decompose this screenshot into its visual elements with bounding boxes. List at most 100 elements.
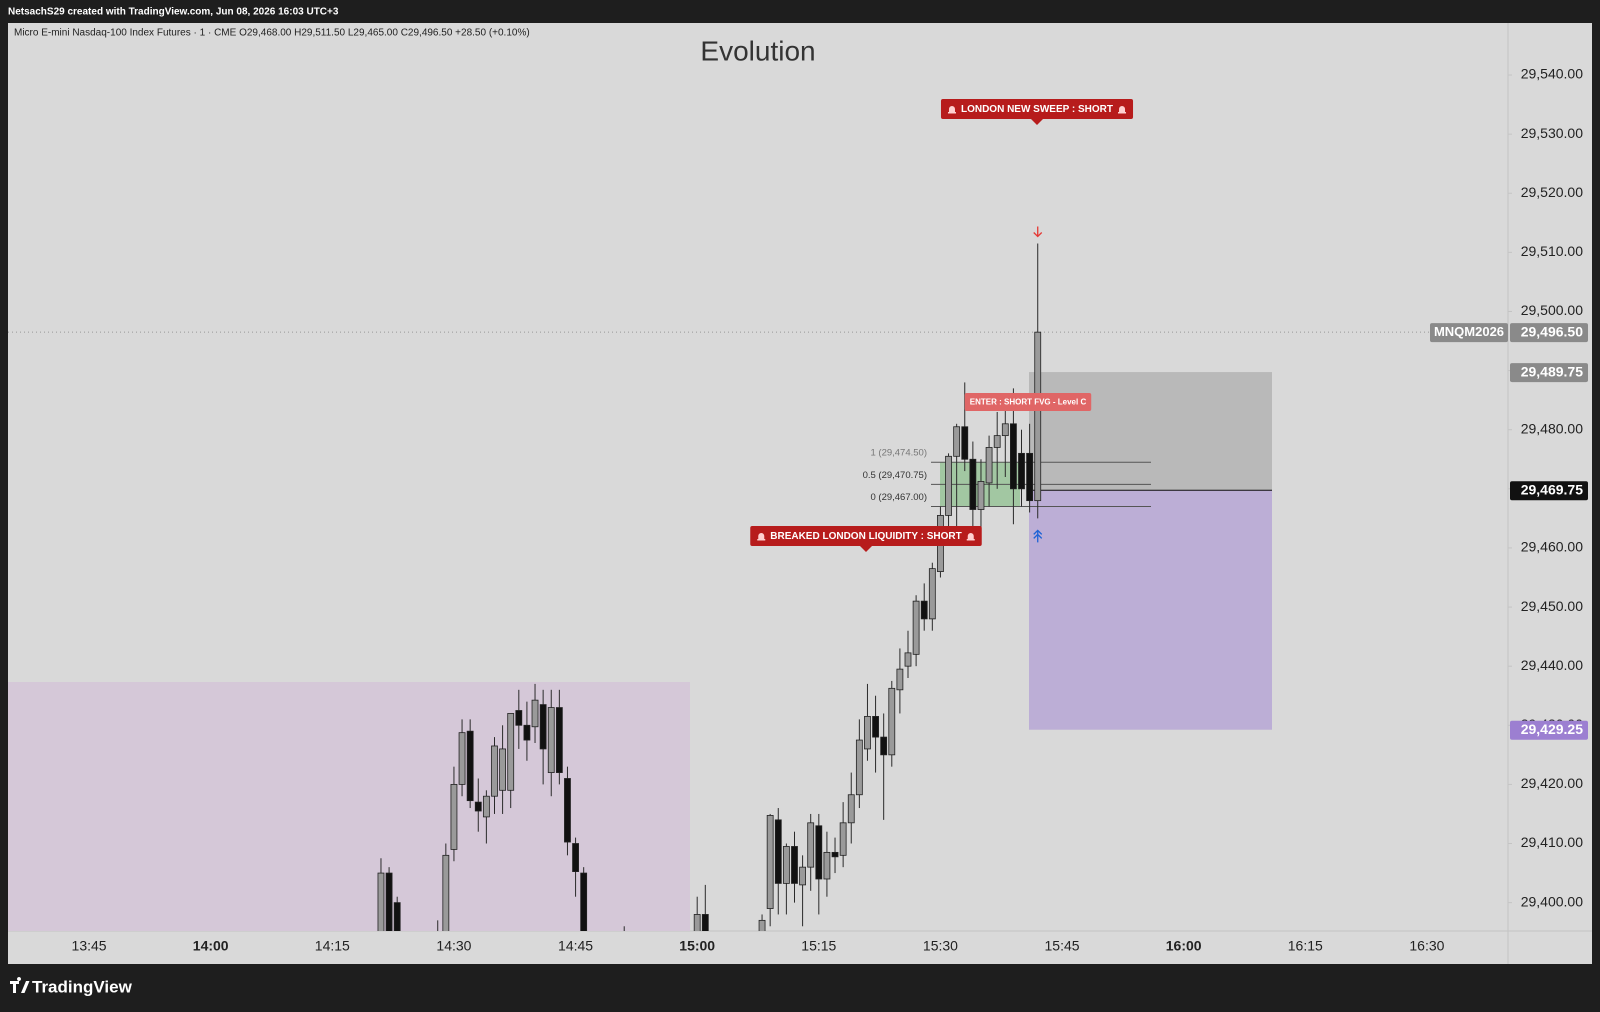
signal-label: ENTER : SHORT FVG - Level C <box>964 393 1092 411</box>
signal-label-text: BREAKED LONDON LIQUIDITY : SHORT <box>770 531 961 542</box>
y-tick-label: 29,540.00 <box>1521 66 1583 82</box>
candle-body <box>466 730 474 802</box>
candle-body <box>847 794 855 824</box>
candle-body <box>774 819 782 884</box>
signal-label-box <box>940 99 1134 119</box>
candle-body <box>491 745 498 797</box>
candle-body <box>823 851 831 880</box>
candle-body <box>758 919 766 931</box>
x-tick-label: 16:15 <box>1288 938 1323 954</box>
alarm-icon <box>1118 106 1127 114</box>
chart-title: Evolution <box>700 35 815 66</box>
candle-body <box>499 748 506 791</box>
candle-body <box>377 872 385 931</box>
candle-body <box>864 716 871 750</box>
candle-body <box>523 724 531 741</box>
candle-body <box>1034 331 1042 502</box>
candle-body <box>701 914 709 931</box>
session-zone <box>8 682 690 931</box>
x-tick-label: 15:30 <box>923 938 958 954</box>
candle-body <box>928 568 936 620</box>
fib-label: 1 (29,474.50) <box>870 448 927 459</box>
brand-logo: TradingView <box>10 977 133 996</box>
signal-label-text: LONDON NEW SWEEP : SHORT <box>961 104 1113 115</box>
y-tick-label: 29,400.00 <box>1521 893 1583 909</box>
target-zone <box>1029 490 1272 730</box>
candle-body <box>969 458 977 510</box>
candle-body <box>888 687 896 756</box>
candle-body <box>945 455 952 516</box>
overlay: 29,400.0029,410.0029,420.0029,430.0029,4… <box>72 66 1588 954</box>
alarm-icon <box>947 106 956 114</box>
buy-arrow <box>1033 529 1043 543</box>
candle-body <box>693 914 701 931</box>
x-tick-label: 16:30 <box>1409 938 1444 954</box>
candle-body <box>474 801 482 812</box>
y-tick-label: 29,520.00 <box>1521 184 1583 200</box>
price-tag <box>1510 720 1588 740</box>
candle-body <box>482 795 490 818</box>
y-tick-label: 29,530.00 <box>1521 125 1583 141</box>
candle-body <box>799 866 806 886</box>
price-tag <box>1510 323 1588 343</box>
x-tick-label: 16:00 <box>1166 938 1202 954</box>
candle-body <box>1010 423 1017 490</box>
y-tick-label: 29,450.00 <box>1521 598 1583 614</box>
candle-body <box>977 481 985 510</box>
signal-label: LONDON NEW SWEEP : SHORT <box>940 99 1134 125</box>
price-tag <box>1510 481 1588 501</box>
candle-body <box>782 846 790 884</box>
stop-zone <box>1029 372 1272 491</box>
candle-body <box>539 704 547 750</box>
candle-body <box>815 825 823 880</box>
candle-body <box>993 435 1001 448</box>
signal-label-pointer <box>1031 119 1043 125</box>
y-tick-label: 29,460.00 <box>1521 539 1583 555</box>
candle-body <box>766 815 774 909</box>
y-tick-label: 29,420.00 <box>1521 775 1583 791</box>
candle-body <box>855 739 863 796</box>
candle-body <box>555 707 563 773</box>
candle-body <box>872 716 879 738</box>
candle-body <box>831 851 839 858</box>
brand: TradingView <box>32 977 133 996</box>
price-tag-label: 29,469.75 <box>1521 482 1583 498</box>
x-tick-label: 13:45 <box>72 938 107 954</box>
candle-body <box>458 732 466 785</box>
candle-body <box>442 854 450 931</box>
fib-label: 0.5 (29,470.75) <box>863 470 927 481</box>
alarm-icon <box>757 533 766 541</box>
candle-body <box>1018 452 1025 490</box>
candle-body <box>515 710 523 726</box>
signal-label-pointer <box>860 546 872 552</box>
symbol-line: Micro E-mini Nasdaq-100 Index Futures · … <box>14 28 530 39</box>
x-tick-label: 15:15 <box>801 938 836 954</box>
candle-body <box>393 902 401 931</box>
candle-body <box>531 699 539 728</box>
alarm-icon <box>966 533 975 541</box>
x-tick-label: 15:45 <box>1045 938 1080 954</box>
candle-body <box>920 600 928 620</box>
candle-body <box>572 843 579 872</box>
x-tick-label: 15:00 <box>679 938 715 954</box>
candle-body <box>880 736 888 756</box>
candle-body <box>1001 423 1009 437</box>
candle-body <box>580 872 588 931</box>
candle-body <box>385 872 393 931</box>
signal-label: BREAKED LONDON LIQUIDITY : SHORT <box>750 526 982 552</box>
candle-body <box>985 447 993 484</box>
x-tick-label: 14:45 <box>558 938 593 954</box>
price-tag-label: 29,429.25 <box>1521 721 1583 737</box>
candle-body <box>1026 452 1034 502</box>
candle-body <box>791 846 798 884</box>
price-tag-label: 29,489.75 <box>1521 363 1583 379</box>
candle-body <box>564 778 571 843</box>
credit: NetsachS29 created with TradingView.com,… <box>8 7 339 18</box>
y-tick-label: 29,440.00 <box>1521 657 1583 673</box>
candle-body <box>961 426 969 460</box>
plot-area: 1 (29,474.50) 0.5 (29,470.75) 0 (29,467.00… <box>8 226 1508 931</box>
fib-label: 0 (29,467.00) <box>870 492 927 503</box>
signal-label-box <box>750 526 982 546</box>
candle-body <box>807 822 815 868</box>
candle-body <box>896 668 904 691</box>
